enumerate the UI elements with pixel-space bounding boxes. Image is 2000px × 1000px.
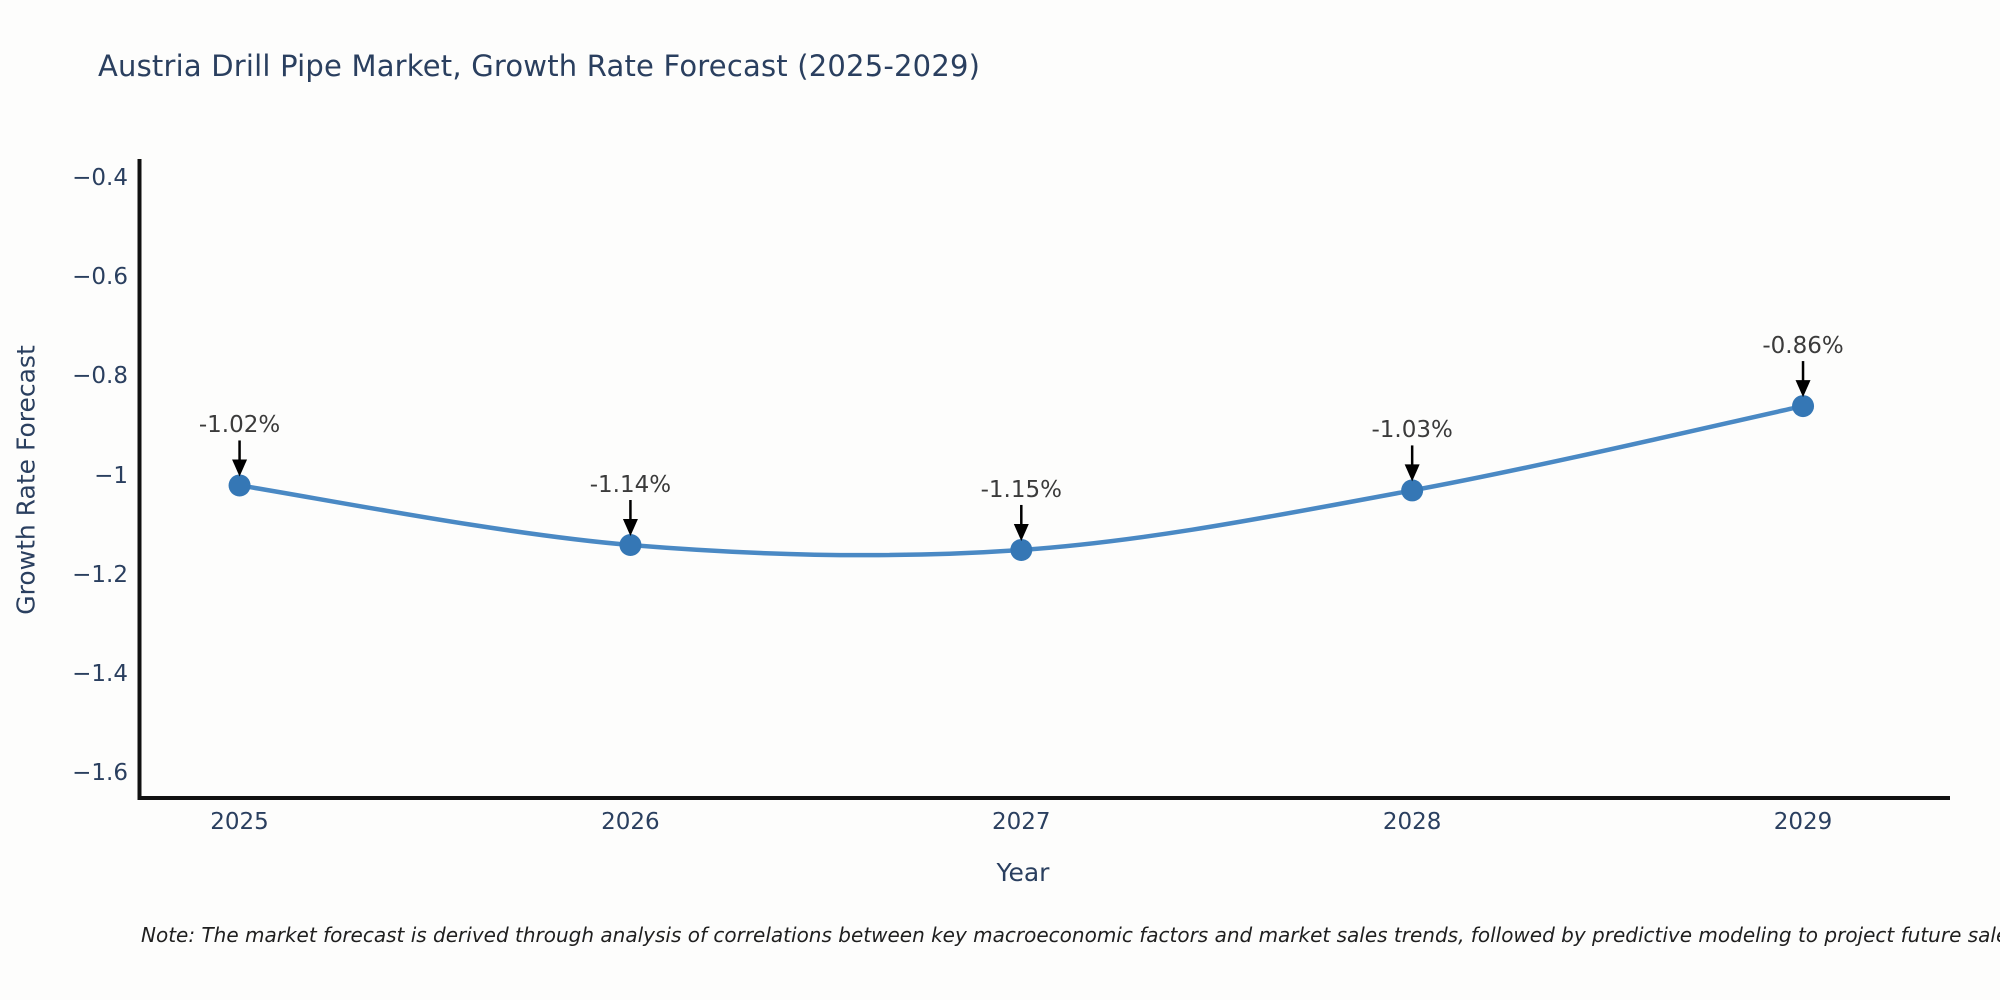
y-tick-label: −0.8: [72, 363, 128, 390]
data-point-label: -1.02%: [198, 412, 281, 439]
data-point-marker: [1010, 538, 1033, 561]
data-point-label: -0.86%: [1762, 333, 1844, 360]
x-tick-label: 2025: [210, 809, 269, 835]
annotation-arrowhead: [232, 459, 248, 477]
annotation-arrowhead: [1795, 380, 1811, 398]
y-tick-label: −1: [94, 462, 128, 489]
x-tick-label: 2027: [992, 809, 1051, 835]
y-tick-label: −0.4: [72, 164, 128, 191]
annotation-arrowhead: [1013, 523, 1029, 541]
annotation-arrowhead: [622, 518, 638, 536]
data-point-marker: [1401, 479, 1424, 502]
x-axis-title: Year: [996, 858, 1050, 887]
data-point-label: -1.03%: [1371, 417, 1453, 444]
data-point-marker: [619, 533, 642, 556]
data-point-marker: [228, 474, 251, 497]
data-point-label: -1.15%: [980, 476, 1062, 503]
chart-title: Austria Drill Pipe Market, Growth Rate F…: [98, 49, 981, 83]
y-tick-label: −1.2: [72, 561, 128, 588]
data-point-label: -1.14%: [589, 471, 672, 498]
y-tick-label: −1.4: [72, 660, 128, 687]
axis-lines: [137, 159, 1950, 800]
x-tick-label: 2028: [1382, 809, 1442, 835]
x-tick-label: 2029: [1773, 809, 1833, 835]
annotation-arrowhead: [1404, 464, 1420, 482]
y-tick-label: −0.6: [72, 264, 128, 291]
x-tick-label: 2026: [601, 809, 660, 835]
y-tick-label: −1.6: [72, 760, 128, 787]
data-point-marker: [1792, 395, 1815, 418]
footnote: Note: The market forecast is derived thr…: [141, 923, 2000, 947]
